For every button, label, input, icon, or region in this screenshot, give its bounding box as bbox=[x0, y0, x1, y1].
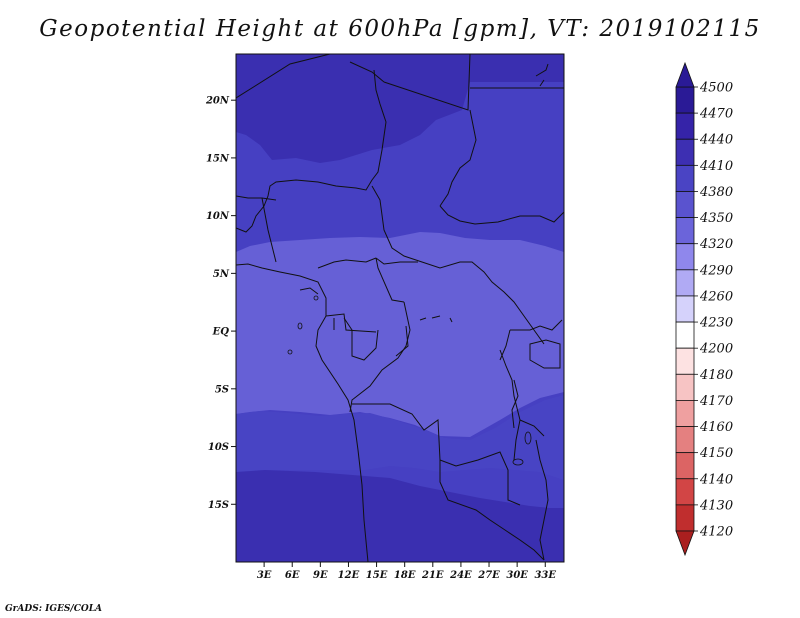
band-south-high bbox=[236, 470, 564, 562]
contour-field bbox=[236, 54, 564, 562]
colorbar-cell bbox=[675, 243, 695, 271]
colorbar-label: 4180 bbox=[699, 368, 733, 383]
lon-tick-label: 9E bbox=[313, 570, 328, 581]
colorbar-label: 4410 bbox=[699, 159, 733, 174]
band-north-high bbox=[236, 54, 564, 163]
lat-tick-label: EQ bbox=[212, 327, 230, 338]
lat-tick-label: 20N bbox=[205, 96, 230, 107]
lon-tick-label: 27E bbox=[477, 570, 500, 581]
lat-tick-label: 10N bbox=[206, 211, 230, 222]
lon-tick-label: 30E bbox=[506, 570, 528, 581]
colorbar-label: 4170 bbox=[699, 394, 733, 409]
colorbar-cell bbox=[675, 478, 695, 506]
colorbar-cell bbox=[675, 373, 695, 401]
colorbar-label: 4150 bbox=[699, 446, 733, 461]
colorbar-label: 4500 bbox=[699, 81, 733, 96]
colorbar-cell bbox=[675, 321, 695, 349]
colorbar-cell bbox=[675, 269, 695, 297]
colorbar-label: 4260 bbox=[699, 289, 733, 304]
band-equatorial bbox=[236, 232, 564, 437]
colorbar-cell bbox=[675, 400, 695, 427]
colorbar-label: 4120 bbox=[699, 525, 733, 540]
colorbar-bottom-arrow bbox=[675, 530, 695, 557]
lat-tick-label: 5N bbox=[213, 269, 230, 280]
latitude-axis: 20N 15N 10N 5N EQ 5S 10S 15S bbox=[205, 96, 236, 511]
colorbar-label: 4230 bbox=[699, 316, 733, 331]
lat-tick-label: 10S bbox=[208, 442, 229, 453]
plot-frame bbox=[235, 53, 565, 563]
colorbar-label: 4200 bbox=[699, 342, 733, 357]
colorbar-cell bbox=[675, 217, 695, 245]
lon-tick-label: 18E bbox=[394, 570, 416, 581]
colorbar-cell bbox=[675, 295, 695, 323]
colorbar-cell bbox=[675, 112, 695, 140]
colorbar-top-arrow bbox=[675, 61, 695, 88]
colorbar-cell bbox=[675, 138, 695, 166]
colorbar: 4500 4470 4440 4410 4380 4350 4320 4290 4260 4230… bbox=[675, 61, 733, 557]
colorbar-label: 4140 bbox=[699, 472, 733, 487]
credit-text: GrADS: IGES/COLA bbox=[5, 604, 103, 614]
lon-tick-label: 3E bbox=[257, 570, 272, 581]
lat-tick-label: 15S bbox=[208, 500, 229, 511]
colorbar-label: 4130 bbox=[699, 498, 733, 513]
lon-tick-label: 21E bbox=[421, 570, 444, 581]
colorbar-cell bbox=[675, 347, 695, 375]
colorbar-label: 4160 bbox=[699, 420, 733, 435]
colorbar-label: 4320 bbox=[699, 237, 733, 252]
colorbar-label: 4470 bbox=[699, 107, 733, 122]
map-title: Geopotential Height at 600hPa [gpm], VT:… bbox=[39, 16, 761, 42]
lakes bbox=[287, 295, 532, 466]
colorbar-cell bbox=[675, 504, 695, 532]
colorbar-label: 4350 bbox=[699, 211, 733, 226]
lon-tick-label: 6E bbox=[285, 570, 300, 581]
lon-tick-label: 24E bbox=[449, 570, 472, 581]
lon-tick-label: 12E bbox=[338, 570, 360, 581]
lat-tick-label: 15N bbox=[206, 153, 230, 164]
colorbar-cell bbox=[675, 86, 695, 114]
colorbar-label: 4440 bbox=[699, 133, 733, 148]
lon-tick-label: 33E bbox=[534, 570, 556, 581]
colorbar-cell bbox=[675, 452, 695, 480]
longitude-axis: 3E 6E 9E 12E 15E 18E 21E 24E 27E 30E 33E bbox=[257, 562, 556, 581]
lat-tick-label: 5S bbox=[215, 384, 229, 395]
colorbar-cell bbox=[675, 426, 695, 454]
colorbar-cell bbox=[675, 164, 695, 192]
colorbar-label: 4380 bbox=[699, 185, 733, 200]
lon-tick-label: 15E bbox=[366, 570, 388, 581]
colorbar-cell bbox=[675, 191, 695, 218]
country-borders bbox=[236, 54, 564, 562]
colorbar-label: 4290 bbox=[699, 263, 733, 278]
